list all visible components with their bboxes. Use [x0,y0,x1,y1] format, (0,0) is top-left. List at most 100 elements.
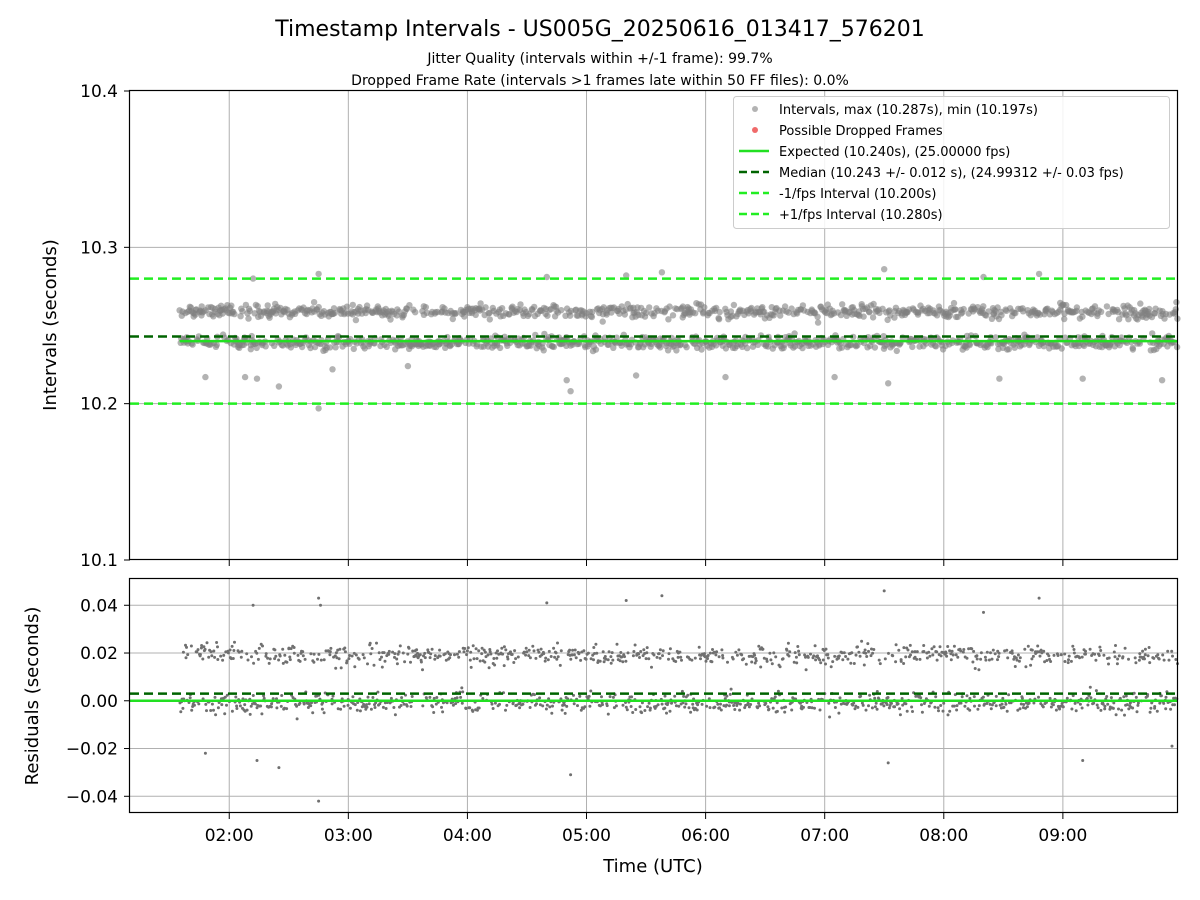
scatter-point [705,704,709,708]
scatter-point [699,657,702,661]
scatter-point [607,650,611,654]
scatter-point [744,344,751,352]
scatter-point [440,705,443,709]
scatter-point [1102,653,1106,657]
scatter-point [1114,713,1118,717]
scatter-point [594,642,598,646]
scatter-point [595,651,599,655]
scatter-point [366,695,370,699]
scatter-point [411,649,415,653]
scatter-point [781,657,785,661]
scatter-point [1038,654,1042,658]
scatter-point [998,312,1005,319]
scatter-point [919,696,923,700]
scatter-point [725,703,729,707]
scatter-point [1159,694,1163,698]
scatter-point [696,703,700,707]
figure-title: Timestamp Intervals - US005G_20250616_01… [274,17,924,42]
scatter-point [361,653,365,657]
scatter-point [701,304,708,311]
scatter-point [977,704,981,708]
scatter-point [1152,656,1156,660]
scatter-point [1010,649,1014,653]
scatter-point [403,660,407,664]
scatter-point [192,703,196,707]
scatter-point [350,654,354,658]
scatter-point [612,706,616,710]
scatter-point [875,707,879,711]
scatter-point [875,690,879,693]
scatter-point [577,651,581,655]
scatter-point [445,701,449,705]
scatter-point [1013,665,1017,668]
scatter-point [462,650,466,654]
scatter-point [973,667,977,670]
scatter-point [660,702,664,706]
scatter-point [196,648,200,652]
scatter-point [605,704,609,708]
scatter-point [587,694,591,698]
scatter-point [744,662,748,666]
scatter-point [198,653,202,656]
scatter-point [1103,707,1107,711]
scatter-point [680,658,683,662]
scatter-point [1148,710,1152,714]
scatter-point [909,653,912,657]
scatter-point [614,704,618,708]
scatter-point [780,706,784,710]
scatter-point [357,657,361,661]
scatter-point [389,696,393,700]
scatter-point [859,694,863,698]
scatter-point [316,657,319,661]
scatter-point [1061,705,1065,709]
scatter-point [812,654,816,658]
scatter-point [799,344,806,352]
scatter-point [867,704,870,708]
scatter-point [352,316,360,324]
scatter-point [349,301,356,309]
outlier-point [722,373,729,381]
scatter-point [1114,644,1117,647]
scatter-point [339,666,343,670]
scatter-point [967,647,971,651]
scatter-point [771,706,775,710]
scatter-point [345,659,349,663]
scatter-point [1161,653,1165,657]
scatter-point [524,653,528,657]
scatter-point [292,646,296,649]
scatter-point [1072,648,1076,651]
scatter-point [1073,701,1077,705]
scatter-point [991,648,995,652]
scatter-point [319,658,323,662]
scatter-point [1084,649,1087,653]
scatter-point [1067,658,1070,662]
scatter-point [1040,343,1048,350]
scatter-point [210,654,214,658]
outlier-point [329,366,336,373]
scatter-point [898,713,902,717]
scatter-point [329,646,333,650]
scatter-point [918,657,922,661]
scatter-point [228,302,235,309]
scatter-point [453,653,456,657]
scatter-point [1117,654,1121,658]
scatter-point [706,654,710,657]
intervals-y-ticks: 10.1 10.2 10.3 10.4 [80,82,130,571]
outlier-point [569,773,573,777]
scatter-point [841,658,845,662]
scatter-point [833,654,837,658]
scatter-point [493,701,497,705]
scatter-point [657,652,661,656]
scatter-point [693,656,697,660]
scatter-point [1169,707,1173,711]
scatter-point [633,643,637,647]
scatter-point [592,646,596,649]
scatter-point [423,651,427,655]
scatter-point [676,655,680,659]
scatter-point [644,657,648,661]
scatter-point [213,341,220,349]
scatter-point [216,706,220,710]
scatter-point [449,315,456,323]
scatter-point [506,657,510,661]
scatter-point [469,650,473,654]
